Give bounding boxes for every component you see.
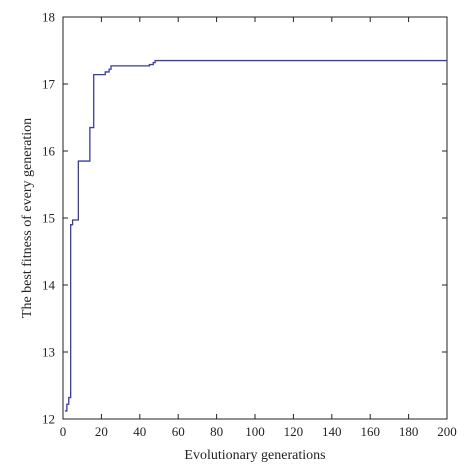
x-tick-label: 200 [437,424,457,439]
x-tick-label: 0 [60,424,67,439]
x-axis: 0 20 40 60 80 100 120 140 160 180 200 [60,17,457,439]
x-tick-label: 60 [172,424,185,439]
x-tick-label: 120 [284,424,304,439]
plot-area [62,16,448,420]
y-axis: 12 13 14 15 16 17 18 [42,10,447,427]
data-layer [64,59,447,412]
series-line-0 [64,59,447,412]
x-tick-label: 20 [95,424,108,439]
x-tick-label: 100 [245,424,265,439]
y-tick-label: 14 [42,278,56,293]
y-tick-label: 15 [42,211,55,226]
x-tick-label: 140 [322,424,342,439]
y-tick-label: 12 [42,412,55,427]
x-tick-label: 40 [133,424,146,439]
y-tick-label: 17 [42,77,56,92]
x-axis-label: Evolutionary generations [184,448,325,463]
y-tick-label: 16 [42,144,56,159]
y-tick-label: 18 [42,10,55,25]
x-tick-label: 160 [360,424,380,439]
y-tick-label: 13 [42,345,55,360]
x-tick-label: 180 [399,424,419,439]
x-tick-label: 80 [210,424,223,439]
y-axis-label: The best fitness of every generation [20,118,35,318]
plot-frame [62,16,448,420]
